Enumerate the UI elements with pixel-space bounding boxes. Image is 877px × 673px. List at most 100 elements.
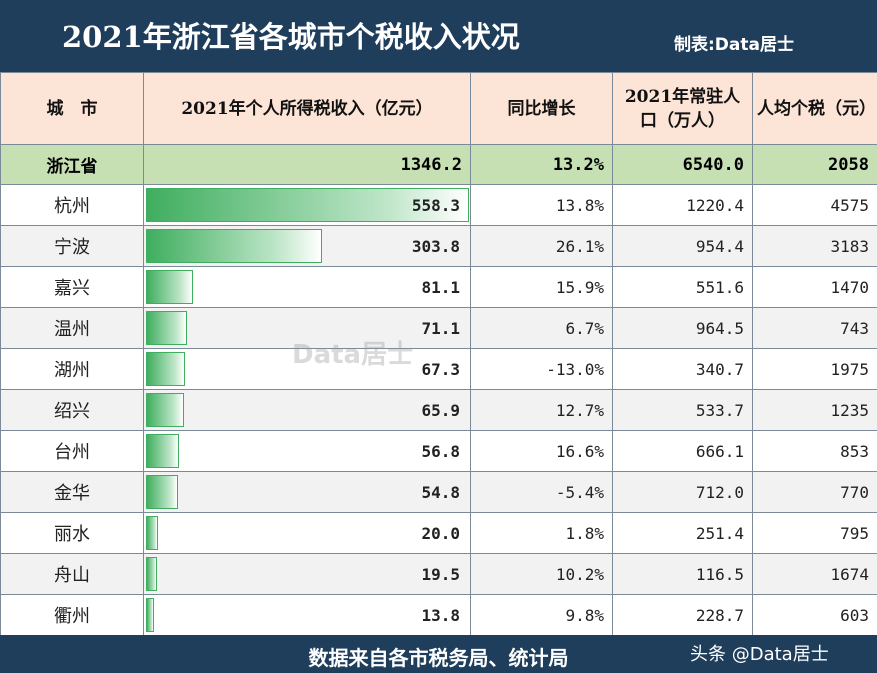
city-cell: 湖州 [0, 348, 144, 390]
city-cell: 衢州 [0, 594, 144, 636]
city-cell: 宁波 [0, 225, 144, 267]
growth-cell: 9.8% [470, 594, 613, 636]
tax-bar [146, 352, 185, 386]
tax-value: 65.9 [421, 400, 460, 420]
growth-cell: 16.6% [470, 430, 613, 472]
tax-value: 71.1 [421, 318, 460, 338]
population-cell: 251.4 [612, 512, 753, 554]
tax-value: 54.8 [421, 482, 460, 502]
tax-bar [146, 393, 185, 427]
tax-value: 56.8 [421, 441, 460, 461]
city-cell: 杭州 [0, 184, 144, 226]
population-cell: 551.6 [612, 266, 753, 308]
tax-cell: 65.9 [143, 389, 471, 431]
tax-value: 13.8 [421, 605, 460, 625]
growth-cell: 12.7% [470, 389, 613, 431]
summary-row: 浙江省 1346.2 13.2% 6540.0 2058 [0, 144, 877, 185]
summary-per-capita: 2058 [752, 144, 877, 185]
brand-watermark: 头条 @Data居士 [690, 644, 829, 665]
tax-bar [146, 434, 179, 468]
tax-bar [146, 475, 178, 509]
per-capita-cell: 795 [752, 512, 877, 554]
title-banner: 2021年浙江省各城市个税收入状况 制表:Data居士 [0, 0, 877, 72]
city-cell: 嘉兴 [0, 266, 144, 308]
per-capita-cell: 1470 [752, 266, 877, 308]
tax-bar [146, 188, 469, 222]
tax-cell: 19.5 [143, 553, 471, 595]
population-cell: 1220.4 [612, 184, 753, 226]
tax-cell: 303.8 [143, 225, 471, 267]
per-capita-cell: 853 [752, 430, 877, 472]
table-row: 台州 56.8 16.6% 666.1 853 [0, 430, 877, 472]
population-cell: 116.5 [612, 553, 753, 595]
per-capita-cell: 3183 [752, 225, 877, 267]
tax-cell: 81.1 [143, 266, 471, 308]
tax-value: 303.8 [411, 236, 460, 256]
city-cell: 温州 [0, 307, 144, 349]
tax-cell: 67.3 [143, 348, 471, 390]
per-capita-cell: 1235 [752, 389, 877, 431]
tax-cell: 56.8 [143, 430, 471, 472]
data-source-note: 数据来自各市税务局、统计局 [308, 646, 569, 670]
summary-tax: 1346.2 [143, 144, 471, 185]
growth-cell: 15.9% [470, 266, 613, 308]
city-cell: 台州 [0, 430, 144, 472]
city-cell: 绍兴 [0, 389, 144, 431]
col-header-population: 2021年常驻人口（万人） [612, 72, 753, 145]
table-row: 湖州 67.3 -13.0% 340.7 1975 [0, 348, 877, 390]
summary-population: 6540.0 [612, 144, 753, 185]
column-header-row: 城 市 2021年个人所得税收入（亿元） 同比增长 2021年常驻人口（万人） … [0, 72, 877, 145]
per-capita-cell: 4575 [752, 184, 877, 226]
summary-growth: 13.2% [470, 144, 613, 185]
population-cell: 712.0 [612, 471, 753, 513]
tax-bar [146, 516, 158, 550]
city-cell: 金华 [0, 471, 144, 513]
per-capita-cell: 1975 [752, 348, 877, 390]
growth-cell: 10.2% [470, 553, 613, 595]
population-cell: 666.1 [612, 430, 753, 472]
col-header-per-capita: 人均个税（元） [752, 72, 877, 145]
col-header-tax: 2021年个人所得税收入（亿元） [143, 72, 471, 145]
tax-bar [146, 229, 322, 263]
table-row: 宁波 303.8 26.1% 954.4 3183 [0, 225, 877, 267]
growth-cell: -13.0% [470, 348, 613, 390]
summary-city: 浙江省 [0, 144, 144, 185]
population-cell: 964.5 [612, 307, 753, 349]
tax-cell: 54.8 [143, 471, 471, 513]
city-cell: 丽水 [0, 512, 144, 554]
author-credit: 制表:Data居士 [674, 35, 794, 55]
table-row: 金华 54.8 -5.4% 712.0 770 [0, 471, 877, 513]
per-capita-cell: 743 [752, 307, 877, 349]
tax-cell: 558.3 [143, 184, 471, 226]
tax-value: 81.1 [421, 277, 460, 297]
tax-value: 67.3 [421, 359, 460, 379]
tax-cell: 71.1 [143, 307, 471, 349]
growth-cell: 6.7% [470, 307, 613, 349]
per-capita-cell: 770 [752, 471, 877, 513]
table-row: 舟山 19.5 10.2% 116.5 1674 [0, 553, 877, 595]
page-title: 2021年浙江省各城市个税收入状况 [62, 20, 520, 54]
table-row: 绍兴 65.9 12.7% 533.7 1235 [0, 389, 877, 431]
population-cell: 340.7 [612, 348, 753, 390]
table-row: 温州 71.1 6.7% 964.5 743 [0, 307, 877, 349]
city-cell: 舟山 [0, 553, 144, 595]
col-header-growth: 同比增长 [470, 72, 613, 145]
tax-value: 20.0 [421, 523, 460, 543]
growth-cell: 26.1% [470, 225, 613, 267]
population-cell: 954.4 [612, 225, 753, 267]
tax-bar [146, 557, 158, 591]
table-row: 杭州 558.3 13.8% 1220.4 4575 [0, 184, 877, 226]
tax-bar [146, 311, 188, 345]
tax-value: 558.3 [411, 195, 460, 215]
growth-cell: 13.8% [470, 184, 613, 226]
tax-bar [146, 598, 154, 632]
footer-banner: 数据来自各市税务局、统计局 头条 @Data居士 [0, 635, 877, 673]
table-row: 嘉兴 81.1 15.9% 551.6 1470 [0, 266, 877, 308]
per-capita-cell: 1674 [752, 553, 877, 595]
tax-cell: 20.0 [143, 512, 471, 554]
tax-cell: 13.8 [143, 594, 471, 636]
table-row: 衢州 13.8 9.8% 228.7 603 [0, 594, 877, 636]
tax-value: 19.5 [421, 564, 460, 584]
watermark: Data居士 [292, 340, 414, 370]
